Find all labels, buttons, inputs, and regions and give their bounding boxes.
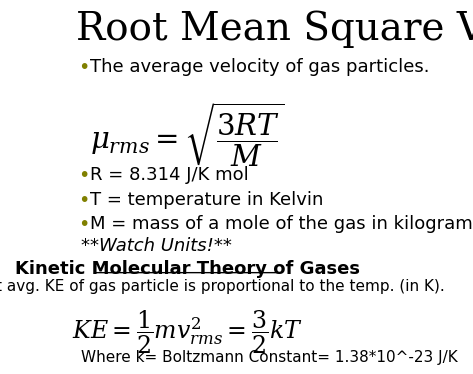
Text: M = mass of a mole of the gas in kilograms (kg/mol): M = mass of a mole of the gas in kilogra… bbox=[90, 215, 473, 233]
Text: •: • bbox=[79, 58, 90, 77]
Text: $KE = \dfrac{1}{2}mv^{2}_{rms} = \dfrac{3}{2}kT$: $KE = \dfrac{1}{2}mv^{2}_{rms} = \dfrac{… bbox=[72, 309, 302, 356]
Text: $\mu_{rms} = \sqrt{\dfrac{3RT}{M}}$: $\mu_{rms} = \sqrt{\dfrac{3RT}{M}}$ bbox=[90, 101, 284, 170]
Text: •: • bbox=[79, 191, 90, 210]
Text: Kinetic Molecular Theory of Gases: Kinetic Molecular Theory of Gases bbox=[15, 260, 359, 278]
Text: •: • bbox=[79, 215, 90, 234]
Text: Says that avg. KE of gas particle is proportional to the temp. (in K).: Says that avg. KE of gas particle is pro… bbox=[0, 279, 445, 294]
Text: Where k= Boltzmann Constant= 1.38*10^-23 J/K: Where k= Boltzmann Constant= 1.38*10^-23… bbox=[81, 350, 457, 365]
Text: R = 8.314 J/K mol: R = 8.314 J/K mol bbox=[90, 166, 249, 184]
Text: •: • bbox=[79, 166, 90, 186]
Text: **Watch Units!**: **Watch Units!** bbox=[81, 237, 232, 255]
Text: T = temperature in Kelvin: T = temperature in Kelvin bbox=[90, 191, 323, 209]
Text: The average velocity of gas particles.: The average velocity of gas particles. bbox=[90, 58, 429, 76]
Text: Root Mean Square Velocity: Root Mean Square Velocity bbox=[76, 11, 473, 49]
